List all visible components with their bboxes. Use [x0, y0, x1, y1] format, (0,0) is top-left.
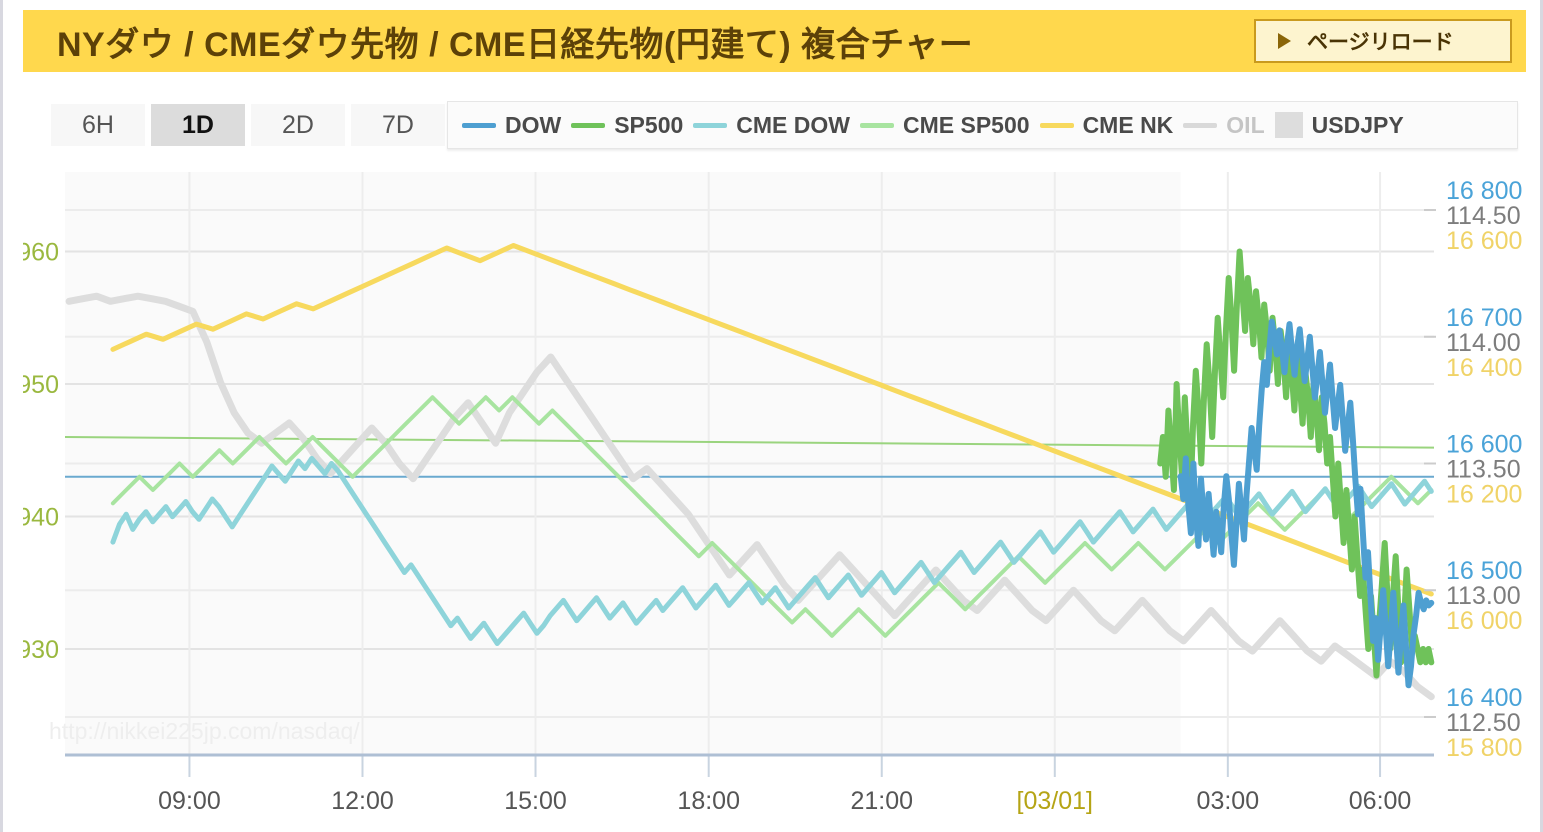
legend-item-sp500[interactable]: SP500 [571, 112, 683, 139]
chart-watermark: http://nikkei225jp.com/nasdaq/ [49, 718, 360, 744]
chart-control-bar: 6H 1D 2D 7D DOW SP500 CME DOW CME SP500 CME NK O… [23, 98, 1526, 150]
page-reload-button[interactable]: ページリロード [1254, 19, 1512, 63]
right-axis-tick-label-grey: 113.00 [1446, 582, 1521, 610]
right-axis-tick-label-blue: 16 700 [1446, 304, 1522, 332]
right-axis-tick-label-yellow: 16 400 [1446, 354, 1522, 382]
right-axis-tick-label-blue: 16 500 [1446, 557, 1522, 585]
right-axis-tick-label-grey: 114.00 [1446, 329, 1521, 357]
legend-label: SP500 [614, 111, 684, 138]
legend-item-cme-nk[interactable]: CME NK [1039, 111, 1174, 139]
legend-item-cme-sp500[interactable]: CME SP500 [860, 112, 1030, 139]
x-axis-tick-label: [03/01] [1017, 787, 1093, 815]
legend-swatch-box-icon [1274, 112, 1303, 138]
x-axis-tick-label: 06:00 [1349, 787, 1412, 815]
range-tab-7d[interactable]: 7D [351, 104, 445, 146]
x-axis-tick-label: 15:00 [504, 787, 567, 815]
right-axis-tick-label-grey: 114.50 [1446, 202, 1521, 230]
legend-item-dow[interactable]: DOW [462, 112, 561, 139]
legend-item-usdjpy[interactable]: USDJPY [1274, 111, 1404, 139]
legend-item-oil[interactable]: OIL [1183, 111, 1265, 139]
legend-swatch-line-icon [1183, 122, 1218, 128]
left-axis-tick-label: 1960 [23, 239, 59, 267]
right-axis-tick-label-yellow: 16 000 [1446, 607, 1522, 635]
right-axis-tick-label-grey: 113.50 [1446, 456, 1521, 484]
right-axis-tick-label-blue: 16 400 [1446, 684, 1522, 712]
legend-swatch-line-icon [1039, 122, 1074, 128]
chart-legend: DOW SP500 CME DOW CME SP500 CME NK OIL USDJPY [447, 101, 1518, 149]
x-axis-tick-label: 03:00 [1197, 787, 1260, 815]
legend-label: CME SP500 [903, 111, 1030, 138]
chart-area: 09:00 12:00 15:00 18:00 21:00 [03/01] 03:00 06:… [23, 150, 1526, 822]
right-axis-tick-label-blue: 16 800 [1446, 177, 1522, 205]
chart-series-group [65, 243, 1435, 701]
legend-swatch-line-icon [571, 122, 606, 128]
right-axis-tick-label-yellow: 16 600 [1446, 227, 1522, 255]
range-tab-1d[interactable]: 1D [151, 104, 245, 146]
x-axis-tick-label: 12:00 [331, 787, 394, 815]
x-axis-tick-label: 21:00 [850, 787, 913, 815]
right-axis-tick-label-yellow: 15 800 [1446, 734, 1522, 762]
x-axis-tick-label: 09:00 [158, 787, 221, 815]
chart-reference-lines [64, 436, 1435, 478]
page-title: NYダウ / CMEダウ先物 / CME日経先物(円建て) 複合チャー [57, 25, 974, 64]
right-axis-tick-label-blue: 16 600 [1446, 431, 1522, 459]
x-axis-tick-label: 18:00 [677, 787, 740, 815]
legend-swatch-line-icon [693, 122, 728, 128]
right-axis-tick-label-yellow: 16 200 [1446, 481, 1522, 509]
right-axis-tick-label-grey: 112.50 [1446, 709, 1521, 737]
legend-label: CME NK [1082, 111, 1174, 138]
chart-vertical-gridlines [65, 172, 1434, 777]
range-tab-group: 6H 1D 2D 7D [51, 104, 445, 146]
chart-left-axis-labels: 1960 1950 1940 1930 [23, 239, 59, 665]
legend-item-cme-dow[interactable]: CME DOW [693, 112, 850, 139]
left-axis-tick-label: 1930 [23, 636, 59, 664]
range-tab-6h[interactable]: 6H [51, 104, 145, 146]
legend-label: CME DOW [736, 111, 850, 138]
left-axis-tick-label: 1940 [23, 504, 59, 532]
range-tab-2d[interactable]: 2D [251, 104, 345, 146]
legend-swatch-line-icon [462, 122, 496, 128]
legend-label: OIL [1226, 111, 1265, 138]
legend-label: DOW [505, 111, 562, 138]
page-header: NYダウ / CMEダウ先物 / CME日経先物(円建て) 複合チャー ページリ… [23, 10, 1526, 72]
legend-swatch-line-icon [860, 122, 894, 128]
play-triangle-icon [1278, 33, 1291, 49]
left-axis-tick-label: 1950 [23, 371, 59, 399]
legend-label: USDJPY [1311, 111, 1404, 138]
composite-price-chart[interactable]: 09:00 12:00 15:00 18:00 21:00 [03/01] 03:00 06:… [23, 150, 1526, 822]
chart-x-axis: 09:00 12:00 15:00 18:00 21:00 [03/01] 03:00 06:… [158, 787, 1411, 815]
page-reload-label: ページリロード [1307, 31, 1454, 54]
